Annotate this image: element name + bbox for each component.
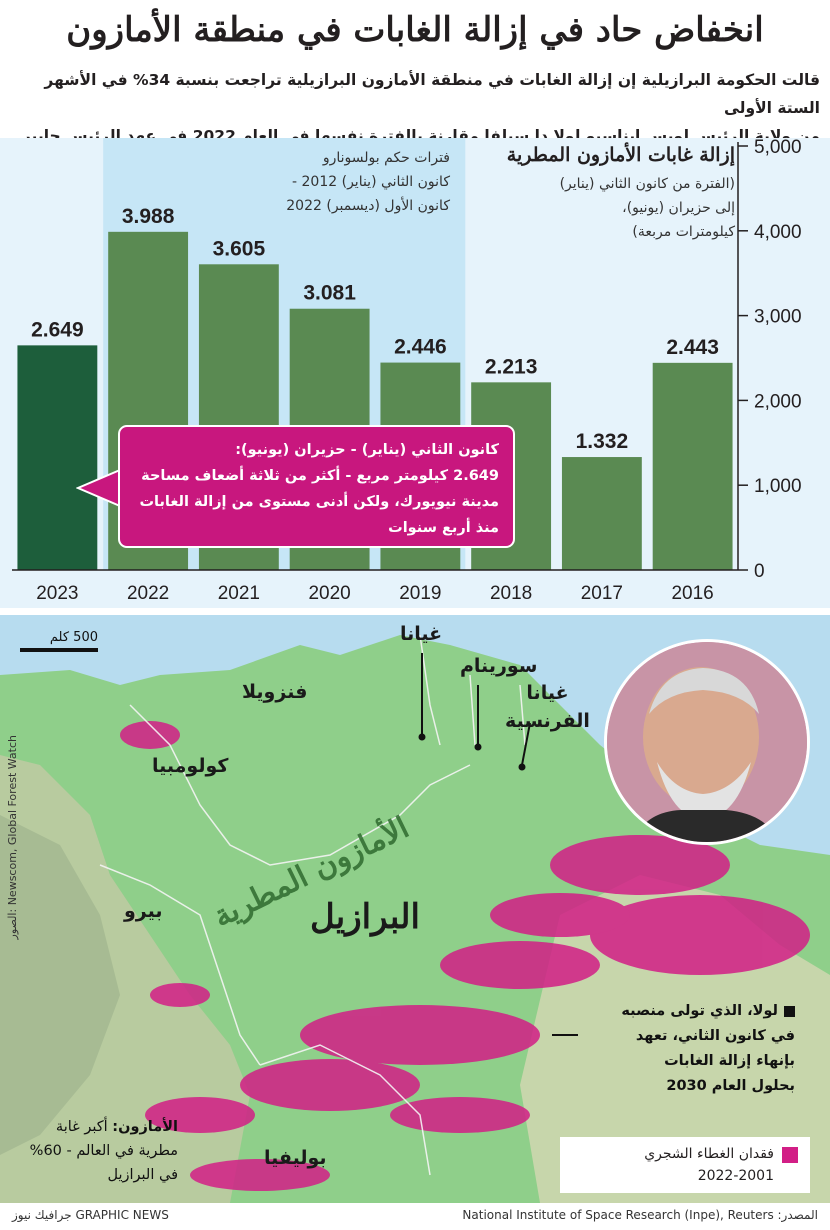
callout-line: 2.649 كيلومتر مربع - أكثر من ثلاثة أضعاف… [141, 468, 499, 484]
amazon-fact: الأمازون: أكبر غابة مطرية في العالم - 60… [18, 1115, 178, 1187]
lula-note-line: في كانون الثاني، تعهد [635, 1028, 795, 1044]
bar-2016 [652, 362, 733, 570]
period-label-line: فترات حكم بولسونارو [322, 150, 450, 166]
amazon-fact-text: أكبر غابة مطرية في العالم - 60% في البرا… [29, 1119, 178, 1183]
portrait-illustration [607, 642, 807, 842]
scale-label: 500 كلم [49, 630, 98, 645]
amazon-fact-bold: الأمازون: [112, 1119, 178, 1135]
callout-line: منذ أربع سنوات [388, 520, 499, 536]
y-tick-label: 5,000 [754, 138, 802, 158]
y-tick-label: 0 [754, 561, 765, 582]
y-tick-label: 2,000 [754, 391, 802, 412]
footer-source: المصدر: National Institute of Space Rese… [462, 1208, 818, 1222]
callout-pointer [76, 468, 121, 508]
map-legend: فقدان الغطاء الشجري 2022-2001 [560, 1137, 810, 1193]
label-bolivia: بوليفيا [264, 1147, 327, 1169]
legend-years: 2022-2001 [697, 1168, 774, 1184]
bar-2017 [561, 457, 642, 570]
x-tick-label-2018: 2018 [490, 583, 532, 604]
lula-note: لولا، الذي تولى منصبه في كانون الثاني، ت… [580, 999, 795, 1099]
photo-credit-text: الصور: Newscom, Global Forest Watch [6, 735, 19, 940]
legend-label: فقدان الغطاء الشجري [644, 1146, 774, 1162]
x-tick-label-2016: 2016 [671, 583, 713, 604]
amazon-map: 500 كلم فنزويلا كولومبيا بيرو بوليفيا غي… [0, 615, 830, 1203]
data-label-2021: 3.605 [213, 237, 266, 260]
data-label-2016: 2.443 [666, 336, 719, 359]
data-label-2023: 2.649 [31, 318, 84, 341]
data-label-2018: 2.213 [485, 355, 538, 378]
lula-photo [604, 639, 810, 845]
chart-heading: إزالة غابات الأمازون المطرية (الفترة من … [435, 144, 735, 244]
callout-2023: كانون الثاني (يناير) - حزيران (يونيو): 2… [118, 425, 515, 548]
x-tick-label-2019: 2019 [399, 583, 441, 604]
bullet-square-icon [784, 1005, 795, 1017]
x-tick-label-2023: 2023 [36, 583, 78, 604]
x-tick-label-2022: 2022 [127, 583, 169, 604]
map-scale: 500 كلم [20, 630, 98, 652]
scale-bar [20, 648, 98, 652]
y-tick-label: 1,000 [754, 476, 802, 497]
period-label-line: كانون الأول (ديسمبر) 2022 [286, 198, 450, 214]
chart-subtitle-line: كيلومترات مربعة) [632, 224, 735, 240]
label-guyana: غيانا [400, 623, 443, 645]
label-peru: بيرو [124, 900, 163, 922]
data-label-2020: 3.081 [303, 282, 356, 305]
lula-note-line: بحلول العام 2030 [666, 1078, 795, 1094]
x-tick-label-2020: 2020 [308, 583, 350, 604]
photo-credit: الصور: Newscom, Global Forest Watch [2, 735, 24, 1135]
x-tick-label-2021: 2021 [218, 583, 260, 604]
chart-subtitle-line: إلى حزيران (يونيو)، [622, 200, 735, 216]
chart-title: إزالة غابات الأمازون المطرية [506, 144, 735, 166]
bolsonaro-period-label: فترات حكم بولسونارو كانون الثاني (يناير)… [205, 146, 450, 218]
label-venezuela: فنزويلا [242, 681, 308, 703]
lula-note-text: لولا، الذي تولى منصبه [621, 1003, 778, 1019]
legend-swatch [782, 1147, 798, 1163]
bar-2023 [17, 345, 98, 570]
lula-note-line-1: لولا، الذي تولى منصبه [580, 999, 795, 1024]
data-label-2019: 2.446 [394, 336, 447, 359]
data-label-2017: 1.332 [576, 430, 629, 453]
label-colombia: كولومبيا [152, 755, 229, 777]
label-suriname: سورينام [460, 655, 538, 677]
lula-note-line: بإنهاء إزالة الغابات [664, 1053, 795, 1069]
data-label-2022: 3.988 [122, 205, 175, 228]
page-title: انخفاض حاد في إزالة الغابات في منطقة الأ… [66, 10, 764, 50]
y-tick-label: 3,000 [754, 307, 802, 328]
chart-subtitle-line: (الفترة من كانون الثاني (يناير) [559, 176, 735, 192]
label-brazil: البرازيل [310, 897, 420, 937]
period-label-line: كانون الثاني (يناير) 2012 - [292, 174, 450, 190]
callout-line: مدينة نيويورك، ولكن أدنى مستوى من إزالة … [139, 494, 499, 510]
footer-brand: GRAPHIC NEWS جرافيك نيوز [12, 1208, 169, 1222]
x-tick-label-2017: 2017 [581, 583, 623, 604]
callout-line: كانون الثاني (يناير) - حزيران (يونيو): [235, 442, 499, 458]
subtitle-line-1: قالت الحكومة البرازيلية إن إزالة الغابات… [44, 71, 820, 117]
y-tick-label: 4,000 [754, 222, 802, 243]
label-french-guiana: غيانا الفرنسية [505, 682, 590, 732]
bar-chart: 2.649 2023 3.988 2022 3.605 2021 3.081 2020 2.44… [0, 138, 830, 608]
